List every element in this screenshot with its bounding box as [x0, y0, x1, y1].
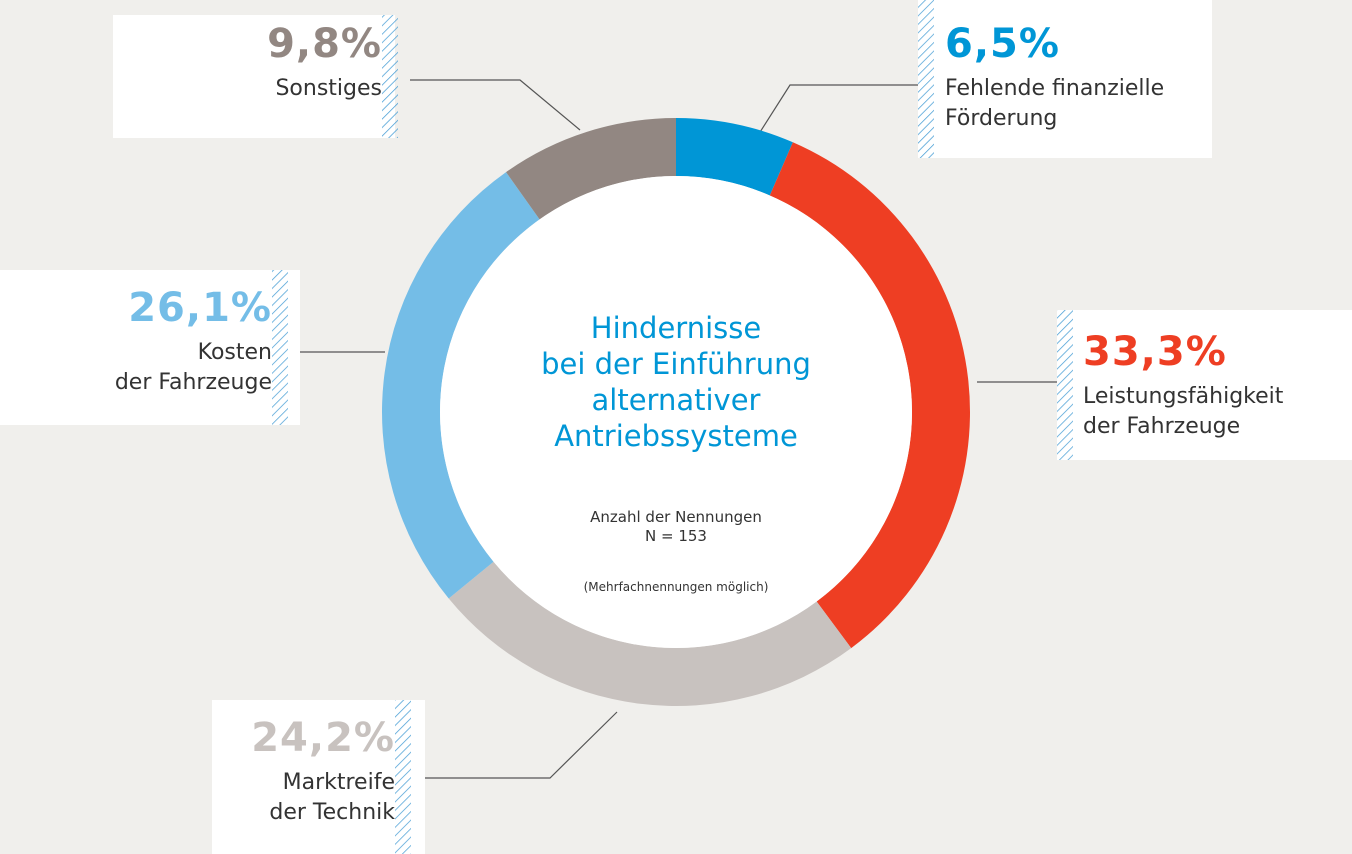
value-label: 6,5% [945, 20, 1060, 68]
category-label: Sonstiges [275, 74, 382, 104]
leader-line [755, 85, 918, 140]
leader-line [425, 712, 617, 778]
hatch-stripe [1057, 310, 1073, 460]
leader-line [410, 80, 580, 130]
category-label: Fehlende finanzielle Förderung [945, 74, 1164, 134]
value-label: 26,1% [128, 284, 272, 332]
value-label: 9,8% [267, 20, 382, 68]
hatch-stripe [382, 15, 398, 138]
value-label: 33,3% [1083, 328, 1227, 376]
category-label: Marktreife der Technik [269, 768, 395, 828]
note: (Mehrfachnennungen möglich) [526, 580, 826, 594]
hatch-stripe [918, 0, 934, 158]
value-label: 24,2% [251, 714, 395, 762]
category-label: Kosten der Fahrzeuge [115, 338, 272, 398]
page: Hindernisse bei der Einführung alternati… [0, 0, 1352, 854]
category-label: Leistungsfähigkeit der Fahrzeuge [1083, 382, 1283, 442]
hatch-stripe [272, 270, 288, 425]
chart-title: Hindernisse bei der Einführung alternati… [476, 310, 876, 454]
hatch-stripe [395, 700, 411, 854]
subtitle: Anzahl der Nennungen N = 153 [526, 508, 826, 546]
